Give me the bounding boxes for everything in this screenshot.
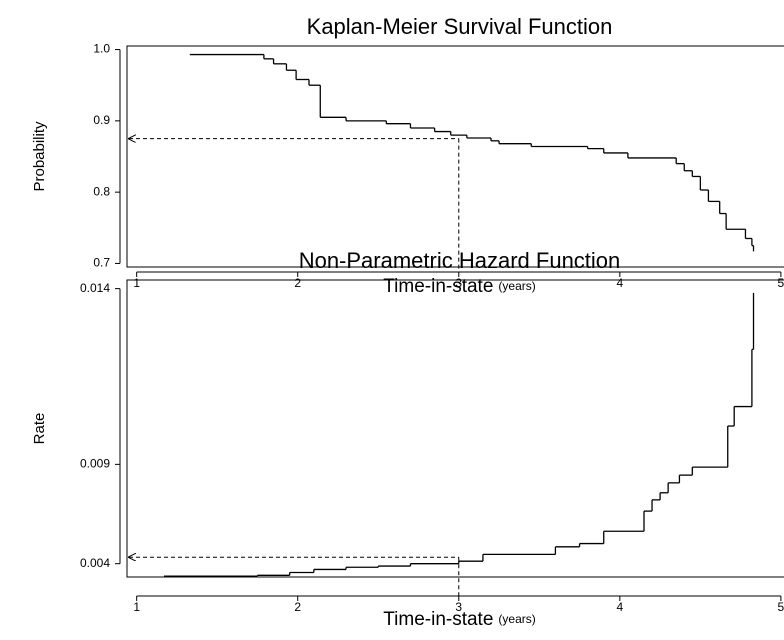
y-tick-label: 0.004 [80,556,110,570]
plot-frame [126,279,784,578]
y-tick-label: 0.8 [93,184,110,198]
x-axis-label-unit: (years) [498,279,535,293]
y-tick-label: 1.0 [93,42,110,56]
x-axis-label-text: Time-in-state [383,609,493,630]
chart-title: Non-Parametric Hazard Function [299,248,621,273]
x-axis-label-unit: (years) [498,612,535,626]
x-tick-label: 3 [455,276,462,290]
y-tick-label: 0.009 [80,457,110,471]
y-axis-label: Rate [31,413,48,445]
x-tick-label: 4 [616,276,623,290]
y-tick-label: 0.7 [93,256,110,270]
x-tick-label: 5 [778,276,784,290]
x-axis-label-text: Time-in-state [383,276,493,297]
x-tick-label: 1 [133,276,140,290]
y-axis-label: Probability [31,121,48,192]
x-tick-label: 2 [294,276,301,290]
y-tick-label: 0.014 [80,281,110,295]
y-tick-label: 0.9 [93,113,110,127]
x-tick-label: 2 [294,600,301,614]
x-tick-label: 5 [778,600,784,614]
x-tick-label: 1 [133,600,140,614]
x-axis-label: Time-in-state (years) [383,609,536,630]
plot-frame [126,45,784,268]
x-axis-label: Time-in-state (years) [383,276,536,297]
x-tick-label: 4 [616,600,623,614]
chart-title: Kaplan-Meier Survival Function [307,14,613,39]
x-tick-label: 3 [455,600,462,614]
